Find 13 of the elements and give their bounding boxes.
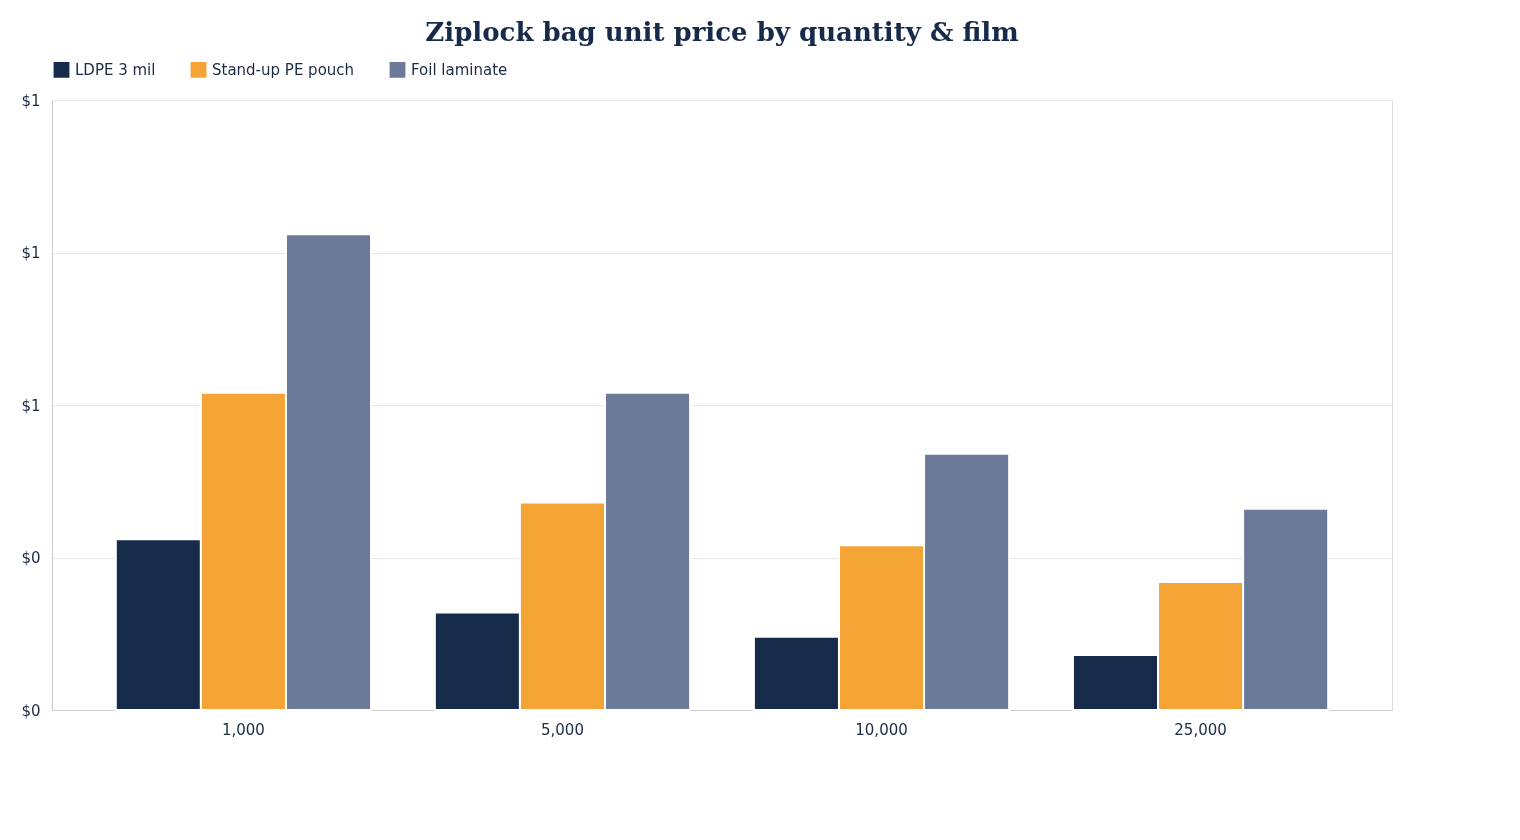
legend-label: LDPE 3 mil: [75, 60, 156, 79]
y-tick-label: $0: [21, 701, 41, 720]
y-tick-label: $1: [21, 396, 41, 415]
legend-label: Foil laminate: [411, 60, 508, 79]
chart-title: Ziplock bag unit price by quantity & film: [425, 17, 1019, 47]
y-tick-label: $1: [21, 91, 41, 110]
x-tick-label: 10,000: [855, 720, 908, 739]
x-tick-label: 25,000: [1174, 720, 1227, 739]
legend-label: Stand-up PE pouch: [212, 60, 355, 79]
x-tick-label: 1,000: [221, 720, 265, 739]
y-tick-label: $1: [21, 244, 41, 262]
x-tick-label: 5,000: [541, 720, 584, 739]
y-tick-label: $0: [21, 549, 41, 567]
